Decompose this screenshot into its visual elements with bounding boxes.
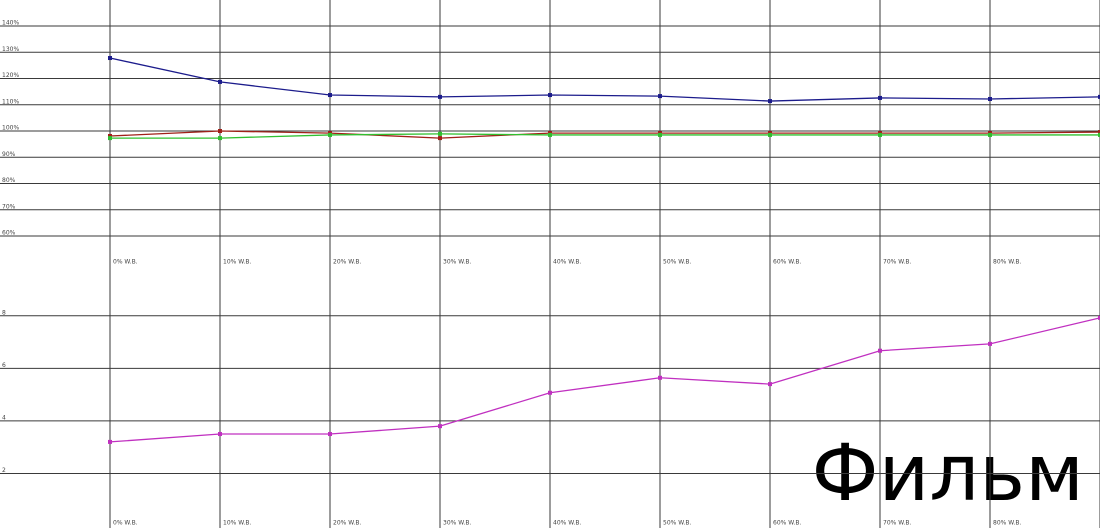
y-tick-label: 60% <box>2 230 16 237</box>
x-tick-label: 60% W.B. <box>773 520 802 527</box>
point <box>328 432 332 437</box>
x-tick-label: 40% W.B. <box>553 520 582 527</box>
point <box>548 132 552 137</box>
point <box>218 136 222 141</box>
x-tick-label: 30% W.B. <box>443 259 472 266</box>
y-tick-label: 90% <box>2 151 16 158</box>
y-tick-label: 70% <box>2 203 16 210</box>
point <box>658 132 662 137</box>
y-tick-label: 100% <box>2 125 19 132</box>
x-tick-label: 50% W.B. <box>663 520 692 527</box>
x-tick-label: 60% W.B. <box>773 259 802 266</box>
y-tick-label: 8 <box>2 309 6 316</box>
point <box>878 132 882 137</box>
point <box>768 382 772 387</box>
point <box>768 132 772 137</box>
y-tick-label: 110% <box>2 98 19 105</box>
x-tick-label: 30% W.B. <box>443 520 472 527</box>
point <box>218 129 222 133</box>
point <box>1098 132 1100 137</box>
point <box>108 56 112 61</box>
series-line <box>109 57 1100 102</box>
y-tick-label: 140% <box>2 20 19 27</box>
x-tick-label: 10% W.B. <box>223 520 252 527</box>
series-line <box>110 133 1100 139</box>
series-line <box>109 130 1100 139</box>
point <box>658 94 662 99</box>
x-tick-label: 50% W.B. <box>663 259 692 266</box>
x-tick-label: 20% W.B. <box>333 520 362 527</box>
x-tick-label: 80% W.B. <box>993 259 1022 266</box>
x-tick-label: 20% W.B. <box>333 259 362 266</box>
point <box>108 133 112 138</box>
watermark: Фильм <box>811 429 1084 519</box>
y-tick-label: 80% <box>2 177 16 184</box>
y-tick-label: 4 <box>2 414 6 421</box>
x-tick-label: 70% W.B. <box>883 259 912 266</box>
point <box>1098 94 1100 99</box>
x-tick-label: 10% W.B. <box>223 259 252 266</box>
point <box>768 99 772 104</box>
point <box>108 136 112 141</box>
point <box>1098 315 1100 320</box>
point <box>328 132 332 137</box>
point <box>438 131 442 136</box>
point <box>988 341 992 346</box>
point <box>218 432 222 437</box>
y-tick-label: 2 <box>2 467 6 474</box>
point <box>988 132 992 137</box>
x-tick-label: 0% W.B. <box>113 520 138 527</box>
x-tick-label: 0% W.B. <box>113 259 138 266</box>
point <box>438 94 442 99</box>
point <box>328 93 332 98</box>
point <box>548 93 552 98</box>
point <box>108 439 112 444</box>
x-tick-label: 40% W.B. <box>553 259 582 266</box>
point <box>988 96 992 101</box>
point <box>218 79 222 84</box>
point <box>438 136 442 141</box>
y-tick-label: 6 <box>2 362 6 369</box>
y-tick-label: 130% <box>2 46 19 53</box>
x-tick-label: 70% W.B. <box>883 520 912 527</box>
point <box>658 375 662 380</box>
point <box>878 348 882 353</box>
point <box>1098 130 1100 135</box>
point <box>438 424 442 429</box>
point <box>548 390 552 395</box>
x-tick-label: 80% W.B. <box>993 520 1022 527</box>
y-tick-label: 120% <box>2 72 19 79</box>
point <box>878 95 882 100</box>
series-line <box>109 317 1100 443</box>
